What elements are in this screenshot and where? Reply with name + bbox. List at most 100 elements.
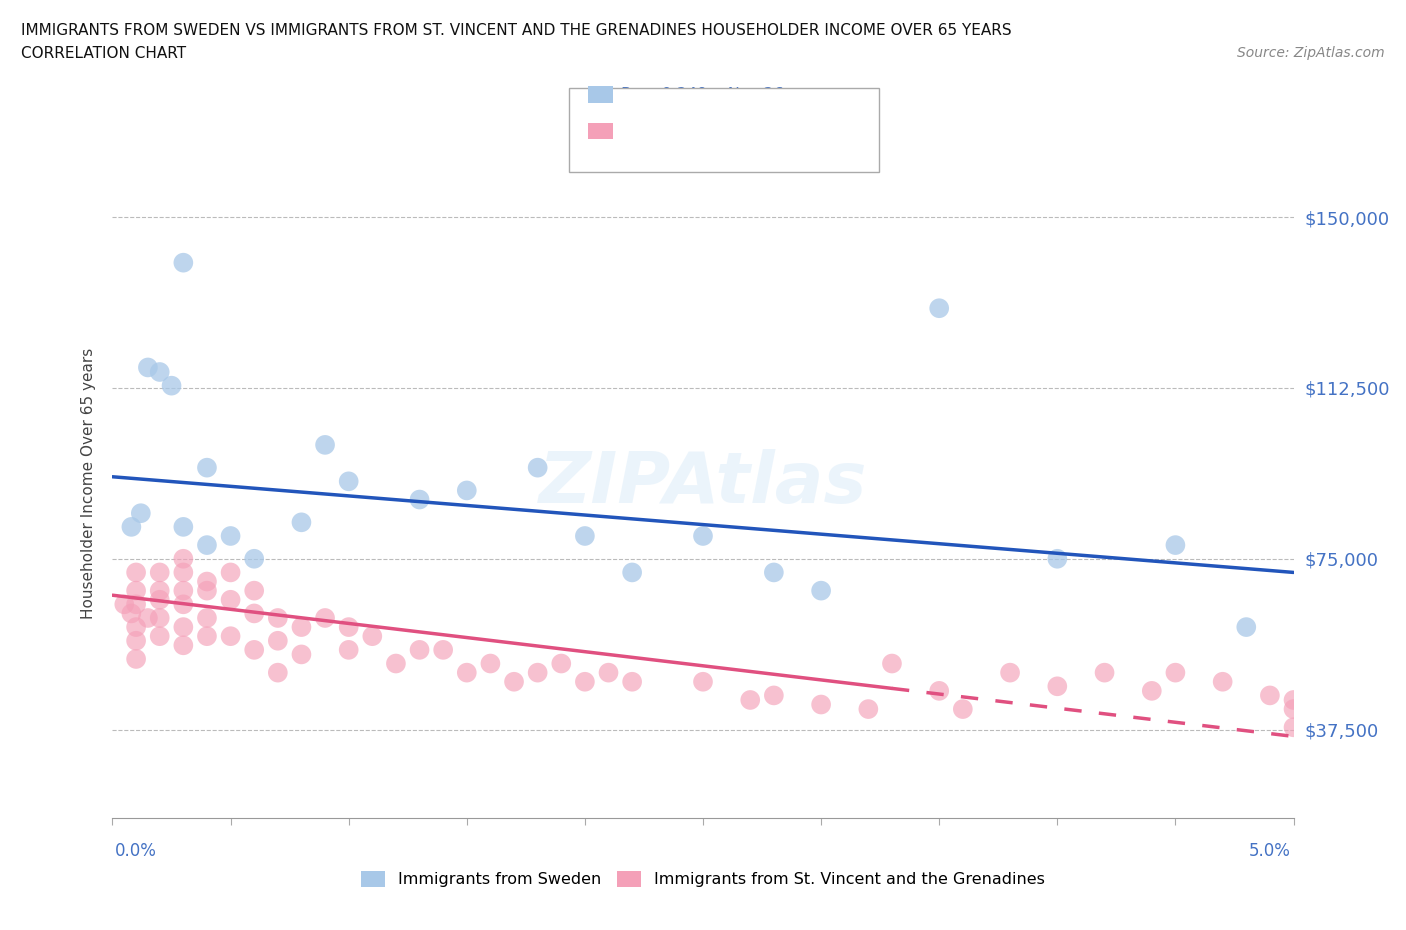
Point bbox=[574, 674, 596, 689]
Point bbox=[149, 583, 172, 598]
Point bbox=[432, 643, 454, 658]
Point bbox=[408, 643, 430, 658]
Legend: Immigrants from Sweden, Immigrants from St. Vincent and the Grenadines: Immigrants from Sweden, Immigrants from … bbox=[361, 870, 1045, 887]
Point bbox=[337, 643, 360, 658]
Point bbox=[125, 597, 148, 612]
Point bbox=[479, 656, 502, 671]
Point bbox=[1282, 720, 1305, 735]
Point bbox=[1164, 665, 1187, 680]
Point bbox=[112, 597, 135, 612]
Point bbox=[219, 565, 242, 580]
Point bbox=[149, 565, 172, 580]
Point bbox=[928, 300, 950, 315]
Point bbox=[598, 665, 620, 680]
Point bbox=[243, 551, 266, 566]
Point bbox=[456, 483, 478, 498]
Point bbox=[172, 619, 194, 634]
Point bbox=[172, 551, 194, 566]
Point bbox=[136, 610, 159, 625]
Point bbox=[1212, 674, 1234, 689]
Point bbox=[195, 583, 218, 598]
Point bbox=[456, 665, 478, 680]
Point bbox=[290, 619, 312, 634]
Point bbox=[219, 629, 242, 644]
Text: 0.0%: 0.0% bbox=[115, 842, 157, 860]
Point bbox=[762, 565, 785, 580]
Point bbox=[621, 565, 644, 580]
Y-axis label: Householder Income Over 65 years: Householder Income Over 65 years bbox=[80, 348, 96, 619]
Point bbox=[219, 528, 242, 543]
Point bbox=[952, 701, 974, 716]
Point bbox=[1046, 551, 1069, 566]
Point bbox=[526, 665, 548, 680]
Point bbox=[385, 656, 408, 671]
Point bbox=[125, 633, 148, 648]
Point bbox=[243, 643, 266, 658]
Point bbox=[550, 656, 572, 671]
Point bbox=[149, 592, 172, 607]
Point bbox=[243, 606, 266, 621]
Point bbox=[290, 647, 312, 662]
Point bbox=[195, 574, 218, 589]
Point bbox=[880, 656, 903, 671]
Point bbox=[267, 610, 290, 625]
Point bbox=[503, 674, 526, 689]
Point bbox=[125, 652, 148, 667]
Point bbox=[125, 565, 148, 580]
Point bbox=[267, 633, 290, 648]
Point bbox=[692, 674, 714, 689]
Point bbox=[762, 688, 785, 703]
Point bbox=[314, 610, 336, 625]
Text: Source: ZipAtlas.com: Source: ZipAtlas.com bbox=[1237, 46, 1385, 60]
Point bbox=[692, 528, 714, 543]
Point bbox=[129, 506, 152, 521]
Point bbox=[149, 610, 172, 625]
Point bbox=[314, 437, 336, 452]
Point bbox=[160, 379, 183, 393]
Point bbox=[1164, 538, 1187, 552]
Point bbox=[810, 698, 832, 712]
Point bbox=[172, 597, 194, 612]
Point bbox=[337, 619, 360, 634]
Text: R = -0.249    N = 26: R = -0.249 N = 26 bbox=[621, 87, 785, 102]
Point bbox=[574, 528, 596, 543]
Point bbox=[195, 460, 218, 475]
Point bbox=[1282, 693, 1305, 708]
Text: R = -0.229    N = 68: R = -0.229 N = 68 bbox=[621, 124, 785, 139]
Point bbox=[136, 360, 159, 375]
Point bbox=[361, 629, 384, 644]
Point bbox=[243, 583, 266, 598]
Point bbox=[125, 583, 148, 598]
Point bbox=[267, 665, 290, 680]
Text: ZIPAtlas: ZIPAtlas bbox=[538, 449, 868, 518]
Point bbox=[858, 701, 880, 716]
Text: 5.0%: 5.0% bbox=[1249, 842, 1291, 860]
Point bbox=[172, 520, 194, 535]
Text: CORRELATION CHART: CORRELATION CHART bbox=[21, 46, 186, 61]
Point bbox=[195, 538, 218, 552]
Point bbox=[621, 674, 644, 689]
Point bbox=[1140, 684, 1163, 698]
Point bbox=[149, 365, 172, 379]
Point bbox=[998, 665, 1021, 680]
Point bbox=[1282, 701, 1305, 716]
Point bbox=[290, 515, 312, 530]
Point bbox=[810, 583, 832, 598]
Point bbox=[195, 629, 218, 644]
Point bbox=[337, 474, 360, 489]
Point bbox=[1094, 665, 1116, 680]
Point bbox=[740, 693, 762, 708]
Point bbox=[1046, 679, 1069, 694]
Point bbox=[172, 255, 194, 270]
Point bbox=[1258, 688, 1281, 703]
Point bbox=[172, 638, 194, 653]
Point bbox=[120, 606, 142, 621]
Point bbox=[526, 460, 548, 475]
Point bbox=[195, 610, 218, 625]
Point bbox=[120, 520, 142, 535]
Text: IMMIGRANTS FROM SWEDEN VS IMMIGRANTS FROM ST. VINCENT AND THE GRENADINES HOUSEHO: IMMIGRANTS FROM SWEDEN VS IMMIGRANTS FRO… bbox=[21, 23, 1012, 38]
Point bbox=[1234, 619, 1257, 634]
Point bbox=[149, 629, 172, 644]
Point bbox=[408, 492, 430, 507]
Point bbox=[125, 619, 148, 634]
